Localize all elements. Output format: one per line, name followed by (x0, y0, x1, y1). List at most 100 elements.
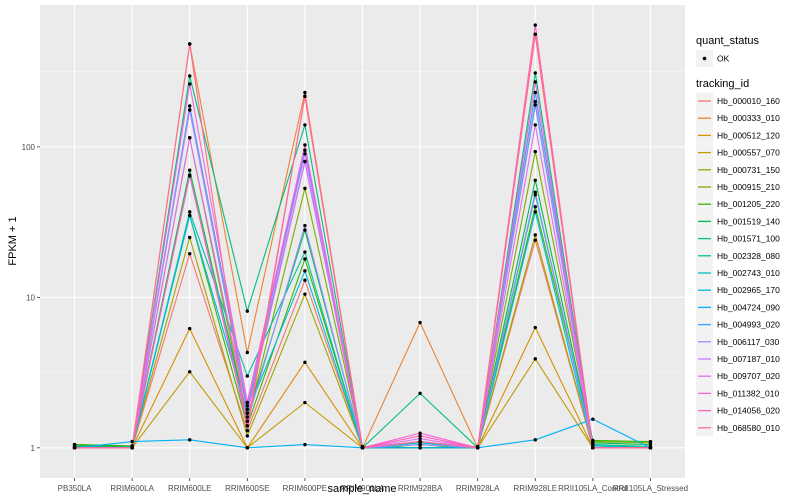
data-point-Hb_000731_150 (533, 233, 537, 237)
data-point-Hb_002328_080 (303, 250, 307, 254)
data-point-Hb_068580_010 (188, 42, 192, 46)
data-point-Hb_009707_020 (533, 123, 537, 127)
data-point-Hb_001519_140 (188, 168, 192, 172)
data-point-Hb_007187_010 (533, 99, 537, 104)
grid-major (40, 5, 685, 478)
legend-label: OK (717, 54, 730, 64)
data-point-Hb_068580_010 (72, 446, 77, 450)
data-point-Hb_009707_020 (245, 411, 250, 415)
data-point-Hb_004724_090 (591, 417, 595, 421)
x-axis: PB350LA RRIM600LA RRIM600LE RRIM600SE RRIM60… (58, 478, 688, 493)
legend-label: Hb_004724_090 (717, 302, 780, 312)
data-point-Hb_009707_020 (188, 136, 192, 140)
data-point-Hb_068580_010 (533, 32, 537, 37)
data-point-Hb_011382_010 (245, 400, 250, 405)
data-point-Hb_009707_020 (418, 436, 422, 441)
y-tick-label: 100 (22, 143, 36, 152)
data-point-Hb_004993_020 (188, 104, 192, 108)
data-point-Hb_014056_020 (533, 23, 537, 27)
legend-label: Hb_000333_010 (717, 113, 780, 123)
data-point-Hb_068580_010 (303, 94, 307, 98)
data-point-Hb_007187_010 (188, 108, 192, 112)
data-point-Hb_001519_140 (303, 228, 307, 232)
data-point-Hb_068580_010 (591, 446, 595, 450)
x-tick-label: RRIM928LE (513, 484, 557, 493)
data-point-Hb_000731_150 (245, 434, 250, 438)
data-point-Hb_000010_160 (303, 278, 307, 282)
data-point-Hb_001205_220 (591, 438, 595, 443)
x-tick-label: RRIM901LA (341, 484, 385, 493)
data-point-Hb_001571_100 (533, 71, 537, 75)
data-point-Hb_002328_080 (188, 210, 192, 214)
legend-label: Hb_002965_170 (717, 285, 780, 295)
data-point-Hb_001571_100 (245, 309, 250, 313)
legend-label: Hb_000915_210 (717, 182, 780, 192)
legend-label: Hb_000010_160 (717, 96, 780, 106)
data-point-Hb_006117_030 (245, 419, 250, 424)
legend-label: Hb_001519_140 (717, 216, 780, 226)
x-tick-label: RRIM928BA (398, 484, 443, 493)
data-point-Hb_002328_080 (533, 193, 537, 197)
data-point-Hb_000731_150 (303, 292, 307, 296)
data-point-Hb_011382_010 (533, 80, 537, 84)
x-tick-label: RRIM600PE (283, 484, 327, 493)
data-point-Hb_068580_010 (475, 446, 480, 450)
data-point-Hb_004724_090 (303, 442, 307, 447)
x-tick-label: RRII105LA_Control (558, 484, 628, 493)
data-point-Hb_014056_020 (188, 173, 192, 177)
data-point-Hb_002743_010 (533, 103, 537, 107)
data-point-Hb_001519_140 (245, 415, 250, 419)
legend-label: Hb_000731_150 (717, 165, 780, 175)
x-tick-label: RRIM600LE (168, 484, 212, 493)
data-point-Hb_011382_010 (303, 143, 307, 147)
legend-label: Hb_009707_020 (717, 371, 780, 381)
data-point-Hb_002965_170 (533, 210, 537, 214)
data-point-Hb_000557_070 (188, 370, 192, 374)
data-point-Hb_000333_010 (418, 320, 422, 325)
legend-label: Hb_001205_220 (717, 199, 780, 209)
data-point-Hb_004724_090 (533, 438, 537, 442)
data-point-Hb_001205_220 (533, 205, 537, 209)
legend-color-title: tracking_id (696, 78, 749, 90)
data-point-Hb_000010_160 (188, 252, 192, 256)
data-point-Hb_007187_010 (303, 152, 307, 156)
data-point-Hb_007187_010 (245, 404, 250, 408)
x-tick-label: RRIM600LA (110, 484, 154, 493)
legend-label: Hb_002328_080 (717, 251, 780, 261)
data-point-Hb_009707_020 (303, 159, 307, 164)
data-point-Hb_006117_030 (303, 223, 307, 228)
data-point-Hb_000512_120 (303, 360, 307, 365)
data-point-Hb_068580_010 (360, 446, 365, 450)
legend-label: Hb_007187_010 (717, 354, 780, 364)
y-tick-label: 1 (31, 444, 36, 453)
data-point-Hb_000333_010 (303, 90, 307, 95)
x-tick-label: RRIM928LA (456, 484, 500, 493)
data-point-Hb_002328_080 (245, 374, 250, 378)
legend-label: Hb_011382_010 (717, 388, 780, 398)
legend-label: Hb_001571_100 (717, 234, 780, 244)
legend-label: Hb_000557_070 (717, 148, 780, 158)
y-tick-label: 10 (26, 293, 35, 302)
y-axis: 1 10 100 (22, 143, 40, 453)
data-point-Hb_002965_170 (303, 269, 307, 273)
data-point-Hb_000557_070 (303, 400, 307, 405)
data-point-Hb_000557_070 (533, 357, 537, 361)
data-point-Hb_068580_010 (418, 439, 422, 444)
data-point-Hb_004724_090 (130, 439, 134, 444)
data-point-Hb_001571_100 (188, 74, 192, 78)
x-tick-label: PB350LA (58, 484, 92, 493)
data-point-Hb_068580_010 (245, 428, 250, 433)
data-point-Hb_000333_010 (245, 350, 250, 355)
legend: quant_status OK tracking_id Hb_000010_16… (696, 35, 780, 437)
data-point-Hb_000731_150 (188, 235, 192, 240)
data-point-Hb_014056_020 (418, 434, 422, 438)
data-point-Hb_000512_120 (533, 325, 537, 330)
data-point-Hb_001205_220 (303, 257, 307, 261)
data-point-Hb_000915_210 (303, 186, 307, 191)
legend-label: Hb_014056_020 (717, 406, 780, 416)
data-point-Hb_000512_120 (188, 326, 192, 331)
data-point-Hb_002743_010 (245, 407, 250, 412)
data-point-Hb_001571_100 (418, 391, 422, 396)
legend-label: Hb_002743_010 (717, 268, 780, 278)
